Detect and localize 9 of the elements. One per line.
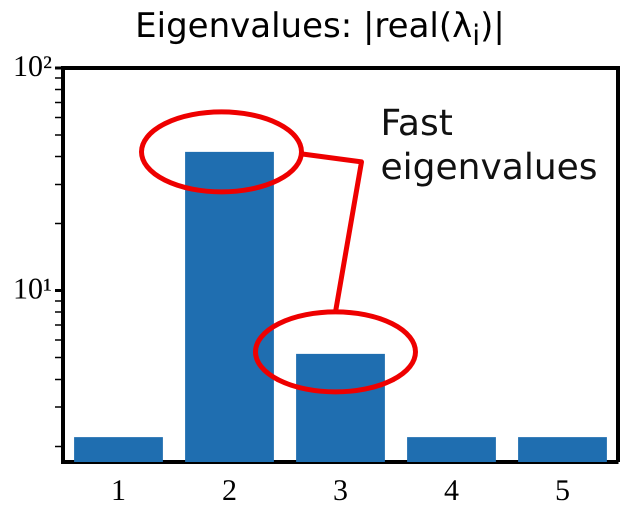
chart-title: Eigenvalues: |real(λ$_{i}$)|	[134, 6, 506, 52]
x-tick-label: 4	[444, 474, 459, 507]
annotation: Fast eigenvalues	[380, 102, 598, 190]
x-tick-label: 2	[222, 474, 237, 507]
y-tick-label: 10²	[12, 50, 52, 83]
y-tick-label: 10¹	[12, 272, 52, 306]
x-tick-label: 1	[110, 474, 126, 507]
x-tick-label: 5	[555, 474, 570, 507]
x-tick-label: 3	[332, 474, 348, 507]
